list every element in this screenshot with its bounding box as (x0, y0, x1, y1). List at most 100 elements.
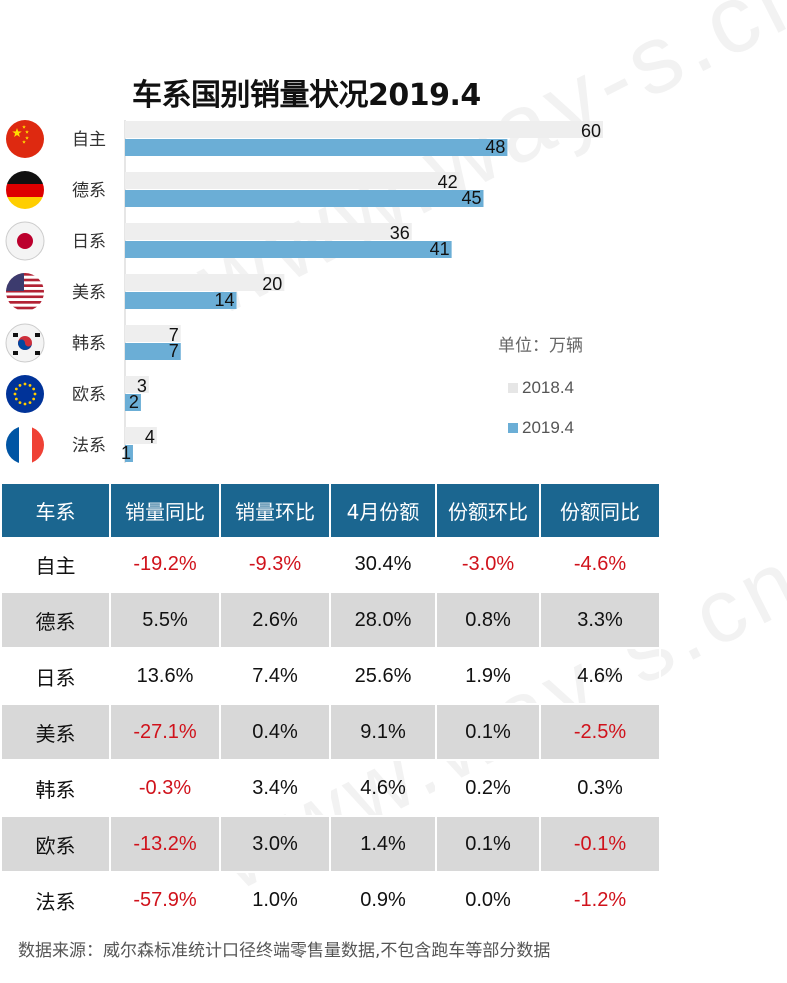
bar-2018 (125, 376, 149, 393)
table-cell: 7.4% (220, 648, 331, 705)
legend-swatch (508, 423, 518, 433)
table-cell: 5.5% (110, 592, 221, 649)
korea-flag-icon (5, 323, 45, 363)
legend-swatch (508, 383, 518, 393)
data-label-2019: 7 (169, 341, 179, 361)
table-row: 欧系 -13.2% 3.0% 1.4% 0.1% -0.1% (2, 816, 661, 873)
category-label: 法系 (72, 436, 106, 456)
data-label-2018: 42 (438, 172, 458, 192)
table-row: 德系 5.5% 2.6% 28.0% 0.8% 3.3% (2, 592, 661, 649)
column-header: 4月份额 (330, 484, 437, 537)
bar-2019 (125, 241, 452, 258)
category-label: 自主 (72, 130, 106, 150)
table-cell: -9.3% (220, 537, 331, 593)
bar-2018 (125, 223, 412, 240)
bar-2019 (125, 394, 141, 411)
eu-flag-icon (6, 375, 44, 413)
legend-label: 2018.4 (522, 378, 574, 397)
table-cell: -19.2% (110, 537, 221, 593)
row-label: 日系 (2, 648, 111, 705)
bar-2018 (125, 325, 181, 342)
usa-flag-icon (6, 273, 44, 311)
data-label-2019: 2 (129, 392, 139, 412)
table-row: 日系 13.6% 7.4% 25.6% 1.9% 4.6% (2, 648, 661, 705)
table-cell: -0.3% (110, 760, 221, 817)
table-row: 自主 -19.2% -9.3% 30.4% -3.0% -4.6% (2, 537, 661, 593)
table-cell: -1.2% (540, 872, 661, 929)
bar-2018 (125, 274, 285, 291)
table-cell: -3.0% (436, 537, 541, 593)
france-flag-icon (6, 426, 44, 464)
bar-2019 (125, 292, 237, 309)
bar-2018 (125, 427, 157, 444)
category-label: 德系 (72, 181, 106, 201)
row-label: 欧系 (2, 816, 111, 873)
bar-2018 (125, 172, 460, 189)
table-cell: 4.6% (330, 760, 437, 817)
table-cell: 0.4% (220, 704, 331, 761)
table-cell: 30.4% (330, 537, 437, 593)
row-label: 自主 (2, 537, 111, 593)
bar-2019 (125, 445, 133, 462)
table-cell: 4.6% (540, 648, 661, 705)
data-label-2018: 60 (581, 121, 601, 141)
table-cell: 3.3% (540, 592, 661, 649)
table-cell: 0.2% (436, 760, 541, 817)
table-row: 美系 -27.1% 0.4% 9.1% 0.1% -2.5% (2, 704, 661, 761)
table-cell: 1.4% (330, 816, 437, 873)
japan-flag-icon (5, 221, 45, 261)
data-label-2018: 20 (262, 274, 282, 294)
table-cell: 0.1% (436, 704, 541, 761)
column-header: 份额环比 (436, 484, 541, 537)
table-cell: 0.3% (540, 760, 661, 817)
bar-2018 (125, 121, 603, 138)
table-cell: -4.6% (540, 537, 661, 593)
table-cell: -0.1% (540, 816, 661, 873)
table-row: 韩系 -0.3% 3.4% 4.6% 0.2% 0.3% (2, 760, 661, 817)
data-label-2019: 45 (461, 188, 481, 208)
chart-title: 车系国别销量状况2019.4 (132, 78, 481, 113)
legend-label: 2019.4 (522, 418, 574, 437)
table-cell: 9.1% (330, 704, 437, 761)
table-row: 法系 -57.9% 1.0% 0.9% 0.0% -1.2% (2, 872, 661, 929)
column-header: 销量环比 (220, 484, 331, 537)
row-label: 法系 (2, 872, 111, 929)
data-source-note: 数据来源：威尔森标准统计口径终端零售量数据,不包含跑车等部分数据 (18, 941, 551, 961)
category-label: 美系 (72, 283, 106, 303)
data-label-2019: 41 (430, 239, 450, 259)
row-label: 德系 (2, 592, 111, 649)
bar-2019 (125, 139, 508, 156)
data-label-2018: 7 (169, 325, 179, 345)
germany-flag-icon (6, 171, 44, 209)
data-label-2019: 1 (121, 443, 131, 463)
table-header-row: 车系 销量同比 销量环比 4月份额 份额环比 份额同比 (2, 484, 661, 537)
bar-2019 (125, 343, 181, 360)
table-cell: 28.0% (330, 592, 437, 649)
bar-2019 (125, 190, 484, 207)
data-label-2019: 14 (215, 290, 235, 310)
category-label: 日系 (72, 232, 106, 252)
table-cell: 25.6% (330, 648, 437, 705)
column-header: 销量同比 (110, 484, 221, 537)
category-label: 欧系 (72, 385, 106, 405)
table-cell: 2.6% (220, 592, 331, 649)
row-label: 美系 (2, 704, 111, 761)
category-label: 韩系 (72, 334, 106, 354)
table-cell: 1.0% (220, 872, 331, 929)
table-cell: 1.9% (436, 648, 541, 705)
table-cell: 13.6% (110, 648, 221, 705)
row-label: 韩系 (2, 760, 111, 817)
table-cell: -57.9% (110, 872, 221, 929)
table-cell: -13.2% (110, 816, 221, 873)
table-cell: 0.9% (330, 872, 437, 929)
column-header: 份额同比 (540, 484, 661, 537)
table-cell: 0.0% (436, 872, 541, 929)
data-label-2019: 48 (485, 137, 505, 157)
data-label-2018: 36 (390, 223, 410, 243)
data-label-2018: 3 (137, 376, 147, 396)
table-cell: 0.8% (436, 592, 541, 649)
data-label-2018: 4 (145, 427, 155, 447)
table-cell: -2.5% (540, 704, 661, 761)
china-flag-icon (6, 120, 44, 158)
